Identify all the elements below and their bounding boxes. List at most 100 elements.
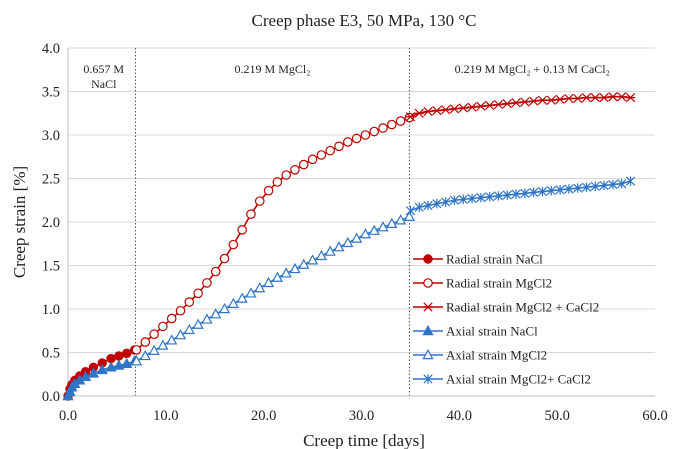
data-point — [105, 361, 117, 372]
data-point — [272, 177, 283, 187]
data-point — [114, 351, 124, 361]
y-tick-label: 2.0 — [42, 215, 60, 231]
data-point — [458, 194, 468, 205]
y-tick-label: 0.0 — [42, 389, 60, 405]
x-axis-label: Creep time [days] — [303, 431, 425, 449]
data-point — [573, 93, 583, 104]
data-point — [386, 217, 398, 228]
data-point — [405, 112, 416, 122]
legend-label: Axial strain MgCl2+ CaCl2 — [446, 372, 591, 387]
data-point — [219, 253, 230, 264]
data-point — [96, 363, 108, 375]
data-point — [395, 116, 406, 126]
data-point — [324, 245, 336, 256]
x-tick-label: 30.0 — [349, 408, 374, 424]
data-point — [316, 150, 327, 160]
data-point — [467, 193, 477, 204]
data-point — [599, 180, 609, 191]
data-point — [280, 267, 292, 278]
data-point — [315, 249, 328, 261]
data-point — [625, 92, 636, 103]
data-point — [245, 287, 257, 298]
legend-marker — [422, 324, 434, 336]
legend-entry: Radial strain NaCl — [413, 252, 543, 267]
data-point — [405, 205, 416, 216]
legend-entry: Axial strain NaCl — [413, 324, 538, 339]
data-point — [237, 225, 247, 235]
data-point — [599, 92, 609, 103]
phase-label: 0.219 M MgCl₂ — [235, 62, 311, 76]
legend-label: Axial strain MgCl2 — [446, 348, 547, 363]
series-5 — [130, 210, 416, 366]
data-point — [537, 95, 548, 105]
data-point — [564, 93, 574, 104]
data-point — [564, 184, 574, 194]
data-point — [218, 302, 231, 314]
series-3 — [405, 92, 636, 122]
data-point — [306, 254, 319, 265]
data-point — [343, 137, 353, 147]
data-point — [175, 305, 186, 316]
y-tick-label: 1.5 — [42, 259, 60, 275]
x-tick-label: 20.0 — [251, 408, 276, 424]
data-point — [210, 308, 222, 319]
data-point — [529, 187, 539, 198]
data-series — [62, 92, 636, 401]
y-axis-label: Creep strain [%] — [10, 166, 29, 278]
data-point — [342, 236, 354, 248]
data-point — [520, 188, 530, 198]
data-point — [351, 133, 362, 144]
data-point — [432, 199, 442, 209]
data-point — [350, 232, 363, 243]
data-point — [325, 145, 335, 156]
data-point — [502, 190, 512, 200]
data-point — [476, 192, 486, 203]
data-point — [537, 186, 548, 197]
data-point — [387, 119, 397, 130]
data-point — [131, 345, 142, 355]
data-point — [590, 181, 600, 192]
data-point — [148, 344, 160, 355]
data-point — [476, 101, 486, 111]
data-point — [573, 183, 583, 193]
data-point — [608, 179, 618, 190]
x-tick-label: 40.0 — [447, 408, 472, 424]
data-point — [122, 348, 132, 359]
data-point — [546, 95, 556, 105]
series-2 — [131, 112, 415, 355]
data-point — [467, 102, 477, 112]
data-point — [281, 170, 291, 180]
data-point — [485, 192, 495, 202]
data-point — [192, 318, 204, 329]
data-point — [581, 182, 592, 192]
data-point — [307, 154, 318, 165]
data-point — [493, 191, 504, 201]
chart-title: Creep phase E3, 50 MPa, 130 °C — [252, 11, 477, 30]
data-point — [395, 214, 407, 225]
data-point — [555, 94, 565, 104]
data-point — [590, 92, 601, 103]
data-point — [289, 262, 301, 274]
data-point — [441, 197, 451, 207]
series-6 — [405, 176, 636, 216]
data-point — [581, 92, 592, 103]
legend-marker — [423, 254, 433, 264]
y-tick-label: 0.5 — [42, 346, 60, 362]
data-point — [334, 141, 344, 152]
data-point — [201, 313, 213, 324]
x-tick-label: 10.0 — [153, 408, 178, 424]
data-point — [625, 176, 636, 186]
x-tick-label: 50.0 — [544, 408, 569, 424]
y-tick-label: 2.5 — [42, 172, 60, 188]
legend-entry: Radial strain MgCl2 + CaCl2 — [413, 300, 599, 315]
data-point — [174, 329, 187, 340]
data-point — [423, 106, 433, 117]
data-point — [166, 334, 178, 345]
legend-entry: Axial strain MgCl2 — [413, 348, 547, 363]
data-point — [608, 92, 618, 102]
legend-marker — [423, 302, 433, 312]
y-tick-label: 3.0 — [42, 128, 60, 144]
y-tick-label: 3.5 — [42, 85, 60, 101]
data-point — [403, 210, 416, 221]
